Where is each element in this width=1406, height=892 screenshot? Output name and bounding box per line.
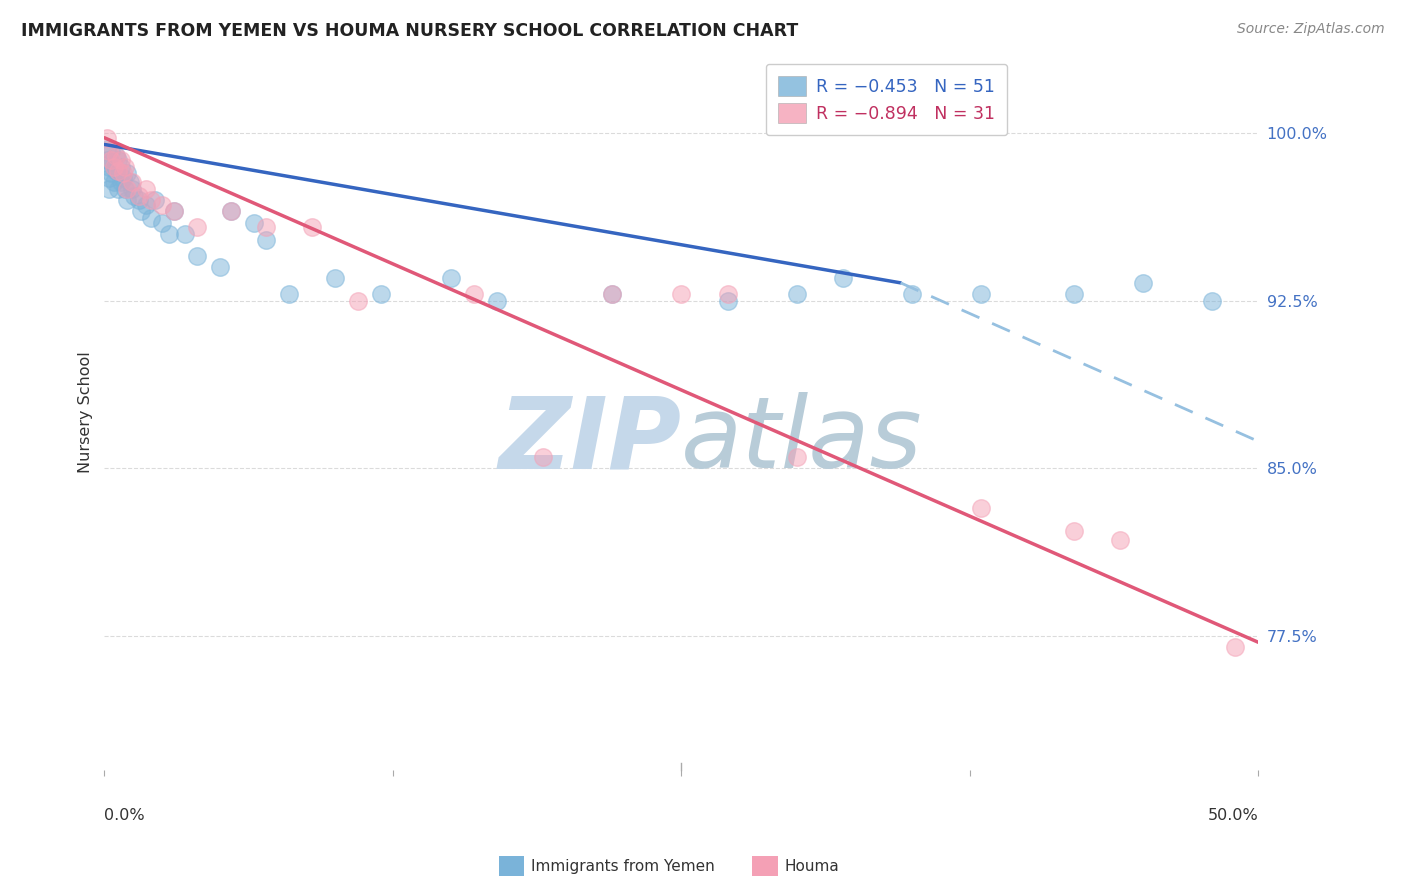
Point bbox=[107, 153, 129, 167]
Point bbox=[124, 189, 146, 203]
Point bbox=[1201, 293, 1223, 308]
Y-axis label: Nursery School: Nursery School bbox=[79, 351, 93, 474]
Point bbox=[162, 204, 184, 219]
Point bbox=[174, 227, 197, 241]
Point bbox=[600, 287, 623, 301]
Point bbox=[786, 287, 808, 301]
Point bbox=[323, 271, 346, 285]
Point bbox=[110, 160, 132, 174]
Point bbox=[186, 249, 208, 263]
Text: ZIP: ZIP bbox=[498, 392, 682, 490]
Point bbox=[139, 211, 162, 226]
Point bbox=[901, 287, 924, 301]
Point bbox=[135, 182, 157, 196]
Point bbox=[104, 148, 127, 162]
Point bbox=[118, 175, 141, 189]
Point bbox=[104, 164, 127, 178]
Point bbox=[110, 153, 132, 167]
Point bbox=[135, 198, 157, 212]
Point bbox=[254, 234, 277, 248]
Point bbox=[100, 144, 122, 158]
Point bbox=[716, 293, 738, 308]
Legend: R = −0.453   N = 51, R = −0.894   N = 31: R = −0.453 N = 51, R = −0.894 N = 31 bbox=[766, 64, 1007, 136]
Point bbox=[103, 175, 125, 189]
Point bbox=[208, 260, 231, 275]
Point bbox=[347, 293, 370, 308]
Text: 50.0%: 50.0% bbox=[1208, 808, 1258, 823]
Point bbox=[110, 175, 132, 189]
Point bbox=[970, 501, 993, 516]
Point bbox=[100, 153, 122, 167]
Point bbox=[96, 130, 118, 145]
Point bbox=[970, 287, 993, 301]
Point bbox=[117, 182, 139, 196]
Point bbox=[103, 160, 125, 174]
Text: atlas: atlas bbox=[682, 392, 922, 490]
Point bbox=[786, 450, 808, 464]
Point bbox=[117, 194, 139, 208]
Point bbox=[221, 204, 243, 219]
Point bbox=[485, 293, 508, 308]
Point bbox=[121, 175, 143, 189]
Point bbox=[716, 287, 738, 301]
Point bbox=[128, 189, 150, 203]
Point bbox=[243, 216, 266, 230]
Point bbox=[1063, 524, 1085, 538]
Point bbox=[128, 194, 150, 208]
Point bbox=[221, 204, 243, 219]
Point bbox=[96, 153, 118, 167]
Point bbox=[157, 227, 180, 241]
Point bbox=[103, 160, 125, 174]
Point bbox=[96, 142, 118, 156]
Text: Source: ZipAtlas.com: Source: ZipAtlas.com bbox=[1237, 22, 1385, 37]
Point bbox=[104, 148, 127, 162]
Point bbox=[1063, 287, 1085, 301]
Point bbox=[121, 182, 143, 196]
Point bbox=[98, 170, 121, 185]
Point bbox=[531, 450, 554, 464]
Point bbox=[1225, 640, 1247, 654]
Point bbox=[370, 287, 392, 301]
Point bbox=[139, 194, 162, 208]
Point bbox=[1109, 533, 1132, 547]
Point bbox=[1132, 276, 1154, 290]
Point bbox=[100, 155, 122, 169]
Point bbox=[439, 271, 461, 285]
Point bbox=[100, 166, 122, 180]
Point bbox=[111, 170, 134, 185]
Point bbox=[150, 198, 173, 212]
Point bbox=[162, 204, 184, 219]
Point bbox=[600, 287, 623, 301]
Point bbox=[832, 271, 855, 285]
Point bbox=[98, 182, 121, 196]
Point bbox=[111, 166, 134, 180]
Point bbox=[278, 287, 301, 301]
Point bbox=[107, 164, 129, 178]
Point bbox=[463, 287, 485, 301]
Text: 0.0%: 0.0% bbox=[104, 808, 145, 823]
Point bbox=[301, 220, 323, 235]
Point bbox=[254, 220, 277, 235]
Text: Immigrants from Yemen: Immigrants from Yemen bbox=[531, 859, 716, 873]
Text: Houma: Houma bbox=[785, 859, 839, 873]
Point bbox=[98, 144, 121, 158]
Point bbox=[150, 216, 173, 230]
Point bbox=[107, 182, 129, 196]
Point bbox=[114, 160, 136, 174]
Point bbox=[117, 166, 139, 180]
Text: IMMIGRANTS FROM YEMEN VS HOUMA NURSERY SCHOOL CORRELATION CHART: IMMIGRANTS FROM YEMEN VS HOUMA NURSERY S… bbox=[21, 22, 799, 40]
Point bbox=[98, 160, 121, 174]
Point bbox=[131, 204, 153, 219]
Point bbox=[671, 287, 693, 301]
Point bbox=[186, 220, 208, 235]
Point bbox=[143, 194, 166, 208]
Point bbox=[114, 182, 136, 196]
